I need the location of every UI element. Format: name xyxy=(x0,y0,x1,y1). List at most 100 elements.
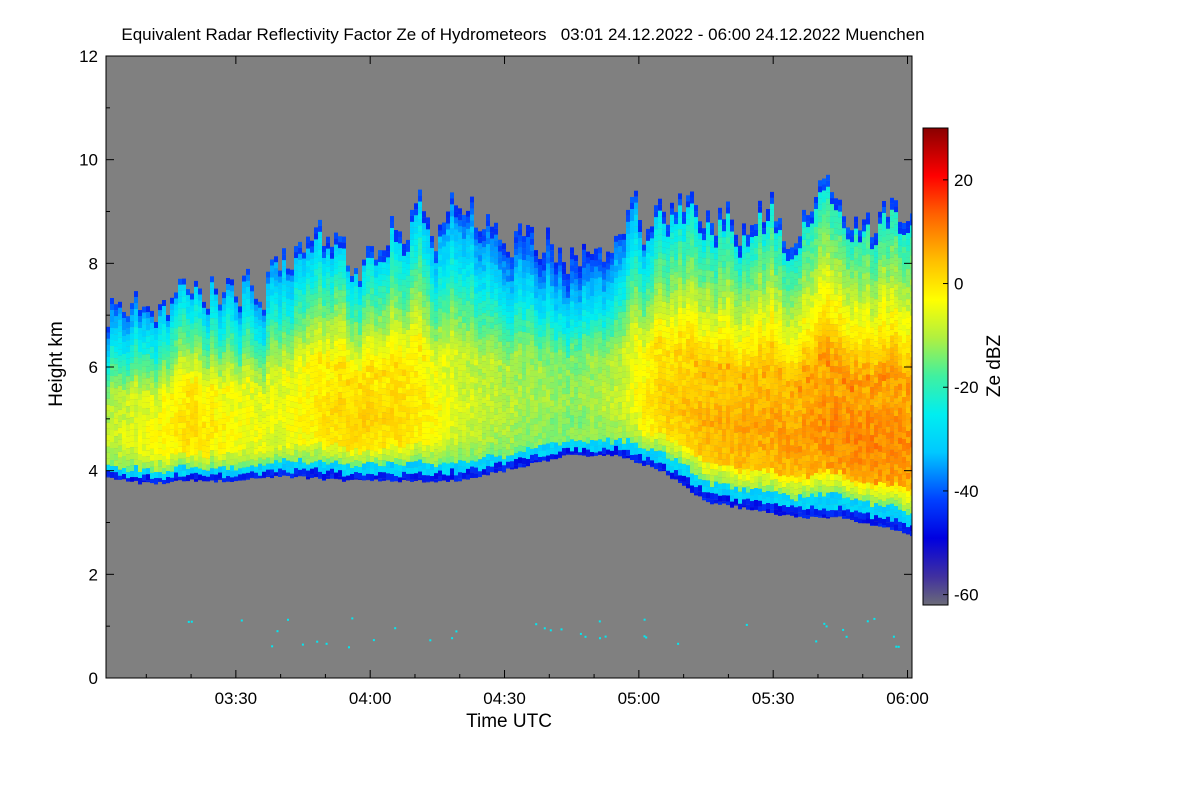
heatmap-cell xyxy=(414,401,418,408)
heatmap-cell xyxy=(478,405,482,412)
heatmap-cell xyxy=(514,315,518,322)
heatmap-cell xyxy=(430,428,434,434)
heatmap-cell xyxy=(582,273,586,280)
heatmap-column xyxy=(218,304,222,480)
heatmap-cell xyxy=(370,360,374,367)
heatmap-cell xyxy=(598,331,602,338)
heatmap-cell xyxy=(178,446,182,453)
heatmap-cell xyxy=(210,462,214,469)
heatmap-cell xyxy=(318,405,322,412)
heatmap-cell xyxy=(546,389,550,396)
heatmap-cell xyxy=(374,409,378,416)
heatmap-cell xyxy=(498,305,502,312)
heatmap-cell xyxy=(398,231,402,238)
heatmap-cell xyxy=(414,473,418,480)
heatmap-cell xyxy=(610,276,614,283)
heatmap-cell xyxy=(610,300,614,307)
heatmap-cell xyxy=(198,372,202,379)
heatmap-cell xyxy=(594,446,598,453)
heatmap-cell xyxy=(126,328,130,335)
heatmap-cell xyxy=(210,342,214,349)
heatmap-cell xyxy=(334,394,338,401)
heatmap-cell xyxy=(458,370,462,377)
heatmap-cell xyxy=(446,409,450,416)
heatmap-cell xyxy=(414,227,418,234)
heatmap-cell xyxy=(278,390,282,397)
heatmap-cell xyxy=(454,211,458,218)
heatmap-cell xyxy=(494,354,498,361)
heatmap-cell xyxy=(362,433,366,440)
heatmap-cell xyxy=(370,354,374,361)
heatmap-cell xyxy=(294,300,298,307)
heatmap-cell xyxy=(590,350,594,356)
heatmap-cell xyxy=(570,409,574,416)
heatmap-cell xyxy=(266,421,270,428)
heatmap-cell xyxy=(402,273,406,280)
heatmap-cell xyxy=(614,433,618,440)
heatmap-cell xyxy=(410,233,414,240)
heatmap-cell xyxy=(510,395,514,402)
heatmap-cell xyxy=(510,269,514,276)
heatmap-cell xyxy=(474,401,478,408)
heatmap-cell xyxy=(314,371,318,378)
heatmap-cell xyxy=(198,450,202,457)
heatmap-cell xyxy=(326,260,330,267)
heatmap-cell xyxy=(550,448,554,455)
heatmap-column xyxy=(594,248,598,456)
heatmap-cell xyxy=(582,453,586,456)
heatmap-cell xyxy=(330,336,334,343)
heatmap-cell xyxy=(586,293,590,300)
heatmap-cell xyxy=(350,294,354,300)
heatmap-cell xyxy=(338,434,342,441)
heatmap-cell xyxy=(546,455,550,462)
heatmap-cell xyxy=(534,436,538,443)
heatmap-cell xyxy=(158,334,162,341)
heatmap-cell xyxy=(506,329,510,336)
heatmap-cell xyxy=(582,435,586,442)
heatmap-cell xyxy=(186,391,190,398)
heatmap-cell xyxy=(450,474,454,480)
heatmap-cell xyxy=(482,295,486,302)
heatmap-cell xyxy=(318,243,322,250)
heatmap-cell xyxy=(110,394,114,400)
heatmap-cell xyxy=(606,293,610,300)
heatmap-cell xyxy=(350,372,354,378)
heatmap-cell xyxy=(474,359,478,366)
heatmap-cell xyxy=(426,247,430,254)
heatmap-cell xyxy=(182,446,186,453)
heatmap-cell xyxy=(134,417,138,424)
heatmap-cell xyxy=(478,435,482,442)
heatmap-cell xyxy=(286,322,290,329)
heatmap-cell xyxy=(510,329,514,336)
heatmap-cell xyxy=(438,410,442,417)
heatmap-cell xyxy=(134,333,138,340)
heatmap-cell xyxy=(306,272,310,279)
heatmap-cell xyxy=(114,394,118,401)
heatmap-column xyxy=(142,306,146,483)
heatmap-cell xyxy=(194,352,198,359)
heatmap-cell xyxy=(554,448,558,455)
heatmap-cell xyxy=(110,358,114,364)
heatmap-column xyxy=(306,236,310,480)
heatmap-cell xyxy=(446,463,450,470)
heatmap-cell xyxy=(198,324,202,331)
heatmap-cell xyxy=(522,284,526,291)
heatmap-cell xyxy=(490,382,494,389)
heatmap-cell xyxy=(334,304,338,311)
heatmap-cell xyxy=(266,385,270,392)
heatmap-cell xyxy=(278,468,282,475)
heatmap-cell xyxy=(518,247,522,254)
heatmap-cell xyxy=(234,446,238,453)
heatmap-cell xyxy=(242,425,246,432)
heatmap-cell xyxy=(314,395,318,402)
heatmap-cell xyxy=(206,344,210,351)
heatmap-cell xyxy=(254,460,258,467)
heatmap-cell xyxy=(462,238,466,245)
heatmap-cell xyxy=(186,379,190,386)
heatmap-cell xyxy=(278,450,282,457)
heatmap-cell xyxy=(614,253,618,260)
heatmap-cell xyxy=(354,346,358,353)
heatmap-cell xyxy=(254,388,258,395)
heatmap-cell xyxy=(450,468,454,475)
heatmap-cell xyxy=(330,276,334,283)
